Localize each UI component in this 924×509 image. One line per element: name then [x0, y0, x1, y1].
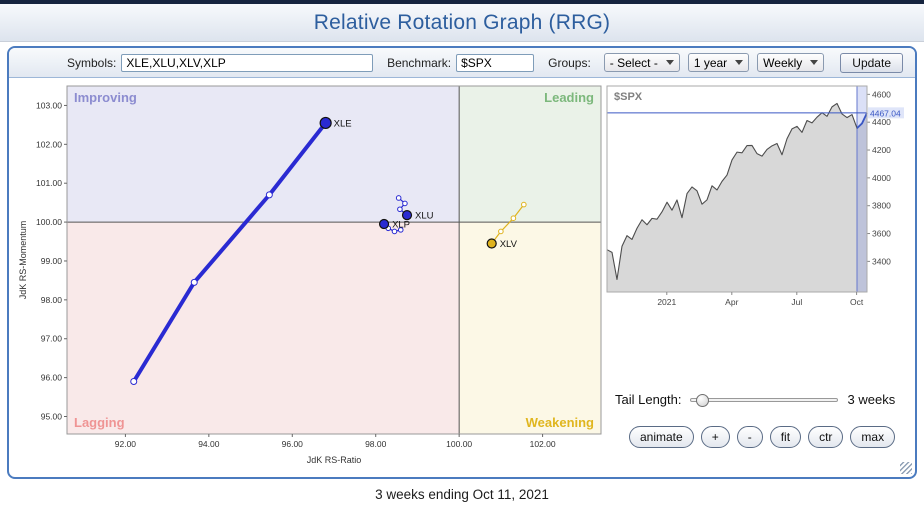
tail-length-value: 3 weeks — [847, 392, 896, 407]
svg-text:4400: 4400 — [872, 117, 891, 127]
main-panel: Symbols: Benchmark: Groups: - Select - 1… — [7, 46, 917, 479]
svg-text:JdK RS-Ratio: JdK RS-Ratio — [307, 455, 362, 465]
page-title: Relative Rotation Graph (RRG) — [313, 10, 611, 34]
update-button[interactable]: Update — [840, 52, 903, 73]
svg-text:103.00: 103.00 — [36, 100, 62, 110]
range-select-value: 1 year — [693, 55, 728, 70]
chart-buttons: animate + - fit ctr max — [629, 426, 896, 448]
tail-length-slider-thumb[interactable] — [695, 393, 709, 407]
svg-text:Oct: Oct — [850, 297, 864, 307]
max-button[interactable]: max — [850, 426, 896, 448]
svg-text:98.00: 98.00 — [41, 295, 63, 305]
svg-text:100.00: 100.00 — [446, 439, 472, 449]
toolbar: Symbols: Benchmark: Groups: - Select - 1… — [9, 48, 915, 78]
right-column: 3400 3600 3800 4000 4200 4400 4600 4467.04 $SPX 2… — [605, 80, 907, 473]
svg-text:XLE: XLE — [334, 118, 352, 129]
svg-text:99.00: 99.00 — [41, 256, 63, 266]
svg-text:Jul: Jul — [791, 297, 802, 307]
app-header: Relative Rotation Graph (RRG) — [0, 0, 924, 42]
svg-text:97.00: 97.00 — [41, 334, 63, 344]
chevron-down-icon — [665, 60, 674, 65]
svg-text:101.00: 101.00 — [36, 178, 62, 188]
animate-button[interactable]: animate — [629, 426, 694, 448]
svg-text:XLU: XLU — [415, 211, 434, 222]
frequency-select-value: Weekly — [763, 55, 803, 70]
resize-handle-icon[interactable] — [900, 462, 912, 474]
tail-length-slider[interactable] — [689, 393, 838, 407]
benchmark-label: Benchmark: — [387, 55, 452, 70]
svg-text:94.00: 94.00 — [198, 439, 220, 449]
zoom-in-button[interactable]: + — [700, 426, 730, 448]
svg-text:92.00: 92.00 — [115, 439, 137, 449]
groups-label: Groups: — [548, 55, 591, 70]
zoom-out-button[interactable]: - — [736, 426, 763, 448]
svg-text:96.00: 96.00 — [282, 439, 304, 449]
svg-text:XLP: XLP — [392, 220, 410, 231]
svg-text:96.00: 96.00 — [41, 373, 63, 383]
groups-select-value: - Select - — [609, 55, 658, 70]
svg-text:Leading: Leading — [544, 90, 594, 105]
chevron-down-icon — [810, 60, 819, 65]
svg-text:4467.04: 4467.04 — [870, 108, 901, 118]
svg-text:$SPX: $SPX — [614, 91, 643, 103]
chevron-down-icon — [735, 60, 744, 65]
symbols-input[interactable] — [121, 53, 374, 72]
tail-length-label: Tail Length: — [615, 392, 682, 407]
svg-text:2021: 2021 — [657, 297, 676, 307]
groups-select[interactable]: - Select - — [603, 53, 680, 72]
svg-text:4200: 4200 — [872, 145, 891, 155]
svg-text:4000: 4000 — [872, 173, 891, 183]
svg-text:3800: 3800 — [872, 201, 891, 211]
svg-text:100.00: 100.00 — [36, 217, 62, 227]
svg-text:102.00: 102.00 — [36, 139, 62, 149]
fit-button[interactable]: fit — [769, 426, 802, 448]
svg-text:102.00: 102.00 — [530, 439, 556, 449]
svg-text:4600: 4600 — [872, 89, 891, 99]
svg-text:Lagging: Lagging — [74, 415, 125, 430]
svg-text:3400: 3400 — [872, 256, 891, 266]
svg-text:Apr: Apr — [725, 297, 738, 307]
center-button[interactable]: ctr — [808, 426, 844, 448]
svg-text:3600: 3600 — [872, 229, 891, 239]
spx-mini-chart[interactable]: 3400 3600 3800 4000 4200 4400 4600 4467.04 $SPX 2… — [605, 82, 907, 312]
svg-text:Improving: Improving — [74, 90, 137, 105]
range-select[interactable]: 1 year — [687, 53, 750, 72]
svg-text:JdK RS-Momentum: JdK RS-Momentum — [18, 221, 28, 300]
svg-text:98.00: 98.00 — [365, 439, 387, 449]
svg-text:Weakening: Weakening — [526, 415, 594, 430]
footer-caption: 3 weeks ending Oct 11, 2021 — [375, 487, 549, 502]
frequency-select[interactable]: Weekly — [757, 53, 825, 72]
svg-text:XLV: XLV — [500, 239, 518, 250]
benchmark-input[interactable] — [456, 53, 535, 72]
rrg-chart[interactable]: Improving Leading Lagging Weakening 92.00 94.… — [15, 80, 607, 470]
svg-text:95.00: 95.00 — [41, 412, 63, 422]
tail-length-control: Tail Length: 3 weeks — [615, 392, 903, 407]
symbols-label: Symbols: — [67, 55, 117, 70]
